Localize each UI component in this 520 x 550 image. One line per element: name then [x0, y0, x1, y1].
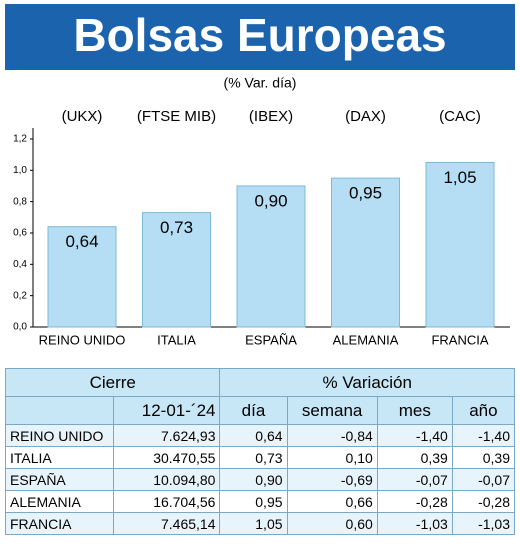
x-tick-label: REINO UNIDO — [39, 332, 126, 347]
table-cell: ESPAÑA — [5, 468, 114, 491]
table-cell: 7.624,93 — [112, 424, 221, 447]
table-cell: -1,03 — [451, 512, 516, 535]
table-cell: 7.465,14 — [112, 512, 221, 535]
table-cell: 0,64 — [219, 424, 288, 447]
table-row: ITALIA 30.470,55 0,73 0,10 0,39 0,39 — [5, 446, 516, 469]
table-cell: -0,07 — [451, 468, 516, 491]
index-label: (IBEX) — [249, 108, 293, 125]
table-cell: -0,28 — [451, 490, 516, 513]
table-cell: 0,39 — [451, 446, 516, 469]
table-row: ALEMANIA 16.704,56 0,95 0,66 -0,28 -0,28 — [5, 490, 516, 513]
index-label: (UKX) — [62, 108, 103, 125]
table-cell: 30.470,55 — [112, 446, 221, 469]
table-row: FRANCIA 7.465,14 1,05 0,60 -1,03 -1,03 — [5, 512, 516, 535]
table-cell: 0,95 — [219, 490, 288, 513]
table-cell: 16.704,56 — [112, 490, 221, 513]
y-tick-label: 0,8 — [13, 196, 27, 207]
table-cell: -1,40 — [451, 424, 516, 447]
table-cell: ALEMANIA — [5, 490, 114, 513]
y-tick-label: 1,2 — [13, 134, 27, 145]
table-cell: 12-01-´24 — [112, 396, 221, 425]
table-cell: -0,28 — [376, 490, 453, 513]
table-cell: día — [219, 396, 288, 425]
table-cell: -0,69 — [286, 468, 378, 491]
y-tick-label: 1,0 — [13, 165, 27, 176]
table-cell: semana — [286, 396, 378, 425]
value-label: 0,95 — [349, 184, 382, 203]
table-cell: 0,60 — [286, 512, 378, 535]
bar — [47, 226, 117, 328]
table-row: ESPAÑA 10.094,80 0,90 -0,69 -0,07 -0,07 — [5, 468, 516, 491]
table-cell: 0,73 — [219, 446, 288, 469]
table-cell: mes — [376, 396, 453, 425]
table-cell: 1,05 — [219, 512, 288, 535]
table-cell: 0,90 — [219, 468, 288, 491]
chart: Bolsas Europeas (% Var. día) 0,0 0,2 0,4 0,… — [5, 4, 515, 347]
x-tick-label: FRANCIA — [431, 332, 488, 347]
value-label: 1,05 — [443, 168, 476, 187]
bar — [236, 185, 306, 328]
table-cell: -0,84 — [286, 424, 378, 447]
table-cell: -1,40 — [376, 424, 453, 447]
chart-title: Bolsas Europeas — [73, 9, 446, 61]
table-cell: REINO UNIDO — [5, 424, 114, 447]
bar — [331, 177, 400, 328]
table-row: 12-01-´24 día semana mes año — [5, 396, 516, 425]
table-cell: 10.094,80 — [112, 468, 221, 491]
table-row: Cierre% Variación — [4, 368, 515, 397]
table-cell: FRANCIA — [5, 512, 114, 535]
x-tick-label: ESPAÑA — [245, 332, 297, 347]
table-row: REINO UNIDO 7.624,93 0,64 -0,84 -1,40 -1,40 — [5, 424, 516, 447]
bar — [142, 212, 211, 328]
index-label: (FTSE MIB) — [137, 108, 216, 125]
chart-subtitle: (% Var. día) — [224, 75, 297, 91]
table-cell: -1,03 — [376, 512, 453, 535]
value-label: 0,73 — [160, 218, 193, 237]
index-label: (CAC) — [439, 108, 481, 125]
x-tick-label: ALEMANIA — [333, 332, 399, 347]
table-cell: -0,07 — [376, 468, 453, 491]
bar — [425, 161, 495, 328]
table-cell: año — [451, 396, 516, 425]
index-label: (DAX) — [345, 108, 386, 125]
y-tick-label: 0,4 — [13, 259, 27, 270]
y-tick-label: 0,6 — [13, 228, 27, 239]
table-cell — [5, 396, 114, 425]
table-cell: 0,66 — [286, 490, 378, 513]
y-tick-label: 0,0 — [13, 322, 27, 333]
table-cell: 0,10 — [286, 446, 378, 469]
table-cell: Cierre — [4, 368, 221, 397]
table-cell: ITALIA — [5, 446, 114, 469]
table-cell: 0,39 — [376, 446, 453, 469]
title-banner — [5, 4, 515, 70]
table-cell: % Variación — [219, 368, 515, 397]
y-tick-label: 0,2 — [13, 290, 27, 301]
value-label: 0,90 — [254, 191, 287, 210]
x-tick-label: ITALIA — [157, 332, 196, 347]
value-label: 0,64 — [65, 232, 98, 251]
data-table: Cierre% Variación 12-01-´24 día semana mes añ… — [4, 368, 516, 535]
